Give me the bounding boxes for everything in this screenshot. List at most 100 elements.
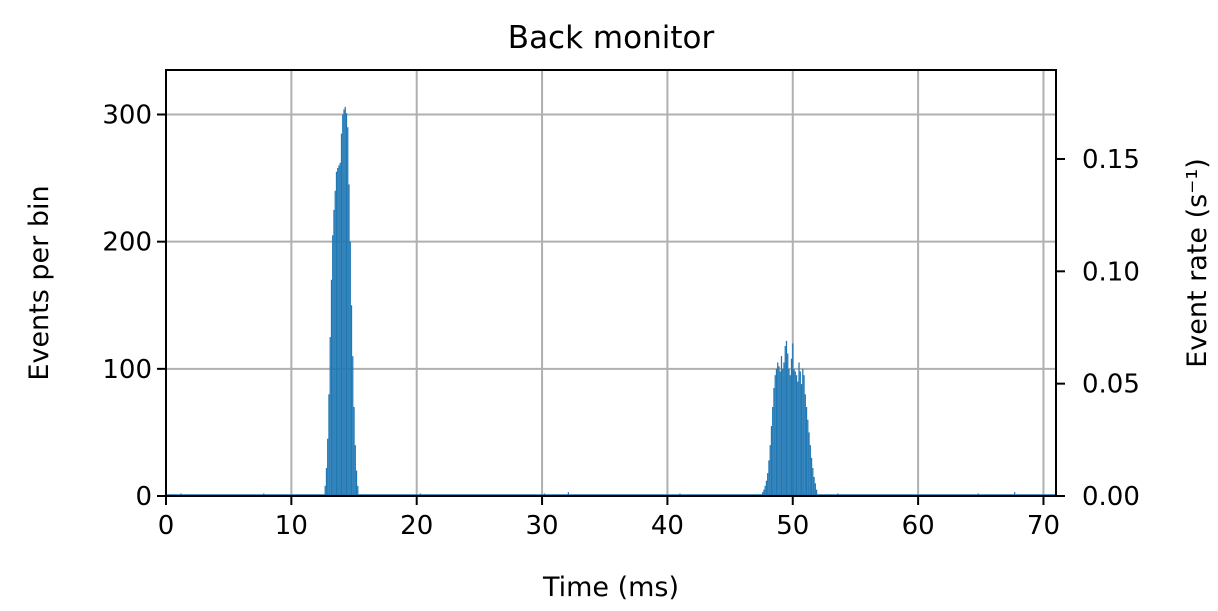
histogram-bar: [324, 485, 326, 496]
histogram-bar: [1014, 492, 1016, 496]
histogram-bar: [763, 489, 765, 496]
histogram-bar: [809, 445, 811, 496]
histogram-bar: [333, 209, 335, 496]
histogram-bar: [348, 184, 350, 496]
histogram-bar: [815, 489, 818, 496]
plot-frame: [165, 69, 1057, 497]
x-tick-label: 0: [158, 511, 175, 541]
histogram-bar: [804, 394, 806, 496]
x-tick-label: 50: [776, 511, 809, 541]
histogram-bar: [354, 445, 356, 496]
histogram-bar: [778, 366, 780, 496]
histogram-bar: [774, 375, 776, 496]
histogram-bar: [814, 483, 816, 496]
histogram-bar: [334, 190, 336, 496]
histogram-bar: [807, 419, 809, 496]
bars-group: [166, 106, 1056, 497]
histogram-bar: [762, 492, 764, 496]
histogram-bar: [679, 493, 681, 496]
histogram-bar: [797, 381, 799, 496]
histogram-bar: [352, 356, 354, 496]
y-tick-label: 0: [135, 482, 152, 512]
histogram-bar: [798, 362, 800, 496]
histogram-bar: [767, 473, 769, 496]
histogram-bar: [325, 468, 328, 496]
histogram-bar: [355, 470, 358, 496]
histogram-bar: [263, 493, 265, 496]
histogram-bar: [784, 345, 786, 496]
histogram-bar: [777, 362, 779, 496]
histogram-bar: [327, 438, 329, 496]
y-tick-label: 200: [102, 228, 152, 258]
histogram-bar: [764, 485, 766, 496]
histogram-bar: [339, 162, 341, 497]
histogram-bar: [785, 340, 788, 496]
histogram-bar: [329, 337, 331, 496]
y-tick-label: 100: [102, 355, 152, 385]
x-tick-label: 10: [275, 511, 308, 541]
histogram-bar: [350, 305, 353, 496]
histogram-bar: [338, 165, 340, 496]
ticks-group: 0 10 20 30 40 50 60 70 0 100 200 300 0.00 0.05 0.10 0.1…: [102, 101, 1140, 541]
histogram-bar: [332, 235, 334, 497]
y-axis-title: Events per bin: [24, 185, 55, 380]
histogram-bar: [342, 114, 344, 497]
grid-lines: [165, 70, 1056, 497]
histogram-bar: [805, 406, 808, 496]
histogram-bar: [779, 371, 781, 496]
histogram-bar: [810, 457, 813, 496]
histogram-bar: [782, 368, 784, 496]
histogram-bar: [837, 493, 839, 496]
histogram-bar: [328, 394, 330, 496]
histogram-bar: [795, 375, 798, 496]
histogram-bar: [792, 343, 794, 496]
y2-tick-label: 0.05: [1082, 370, 1140, 400]
histogram-bar: [343, 109, 345, 496]
histogram-bar: [813, 476, 815, 496]
y2-tick-label: 0.10: [1082, 257, 1140, 287]
histogram-bar: [357, 485, 359, 496]
histogram-bar: [800, 384, 803, 496]
x-tick-label: 70: [1027, 511, 1060, 541]
histogram-bar: [812, 468, 814, 496]
histogram-bar: [775, 368, 778, 496]
histogram-bar: [543, 493, 546, 496]
histogram-bar: [349, 241, 351, 496]
histogram-bar: [803, 375, 805, 496]
y-tick-label: 300: [102, 101, 152, 131]
x-tick-label: 40: [651, 511, 684, 541]
histogram-bar: [788, 368, 790, 496]
histogram-bar: [567, 492, 570, 496]
histogram-bar: [793, 368, 795, 496]
histogram-bar: [419, 493, 422, 496]
histogram-bar: [790, 358, 793, 496]
histogram-bar: [770, 426, 773, 496]
x-axis-title: Time (ms): [542, 572, 679, 603]
x-tick-label: 30: [526, 511, 559, 541]
y2-tick-label: 0.00: [1082, 482, 1140, 512]
histogram-bar: [340, 133, 343, 496]
histogram-bar: [180, 493, 182, 496]
x-tick-label: 60: [902, 511, 935, 541]
histogram-bar: [769, 445, 771, 496]
histogram-bar: [768, 460, 770, 496]
y2-tick-label: 0.15: [1082, 145, 1140, 175]
histogram-bar: [780, 356, 783, 496]
histogram-bar: [773, 387, 775, 496]
histogram-bar: [335, 171, 338, 497]
chart-title: Back monitor: [508, 20, 715, 56]
histogram-bar: [347, 127, 349, 496]
histogram-bar: [344, 106, 346, 496]
histogram-bar: [787, 353, 789, 496]
x-tick-label: 20: [400, 511, 433, 541]
histogram-bar: [765, 480, 768, 496]
histogram-bar: [772, 406, 774, 496]
histogram-bar: [783, 362, 785, 496]
histogram-bar: [977, 493, 979, 496]
histogram-bar: [330, 279, 333, 496]
histogram-bar: [799, 371, 801, 496]
histogram-bar: [802, 368, 804, 496]
histogram-bar: [345, 113, 348, 496]
histogram-bar: [789, 375, 791, 496]
